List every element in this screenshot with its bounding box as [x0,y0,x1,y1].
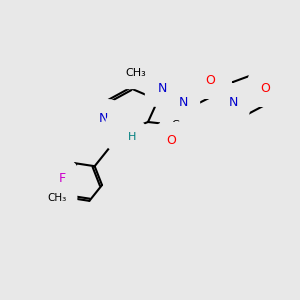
Text: O: O [205,74,215,86]
Text: N: N [228,95,238,109]
Text: N: N [178,97,188,110]
Text: O: O [260,82,270,94]
Text: H: H [128,132,136,142]
Text: CH₃: CH₃ [126,68,146,78]
Text: N: N [157,82,167,94]
Text: F: F [58,172,66,185]
Text: O: O [166,134,176,148]
Text: C: C [171,120,179,130]
Text: N: N [98,112,108,124]
Text: CH₃: CH₃ [48,193,67,203]
Text: N: N [117,125,127,139]
